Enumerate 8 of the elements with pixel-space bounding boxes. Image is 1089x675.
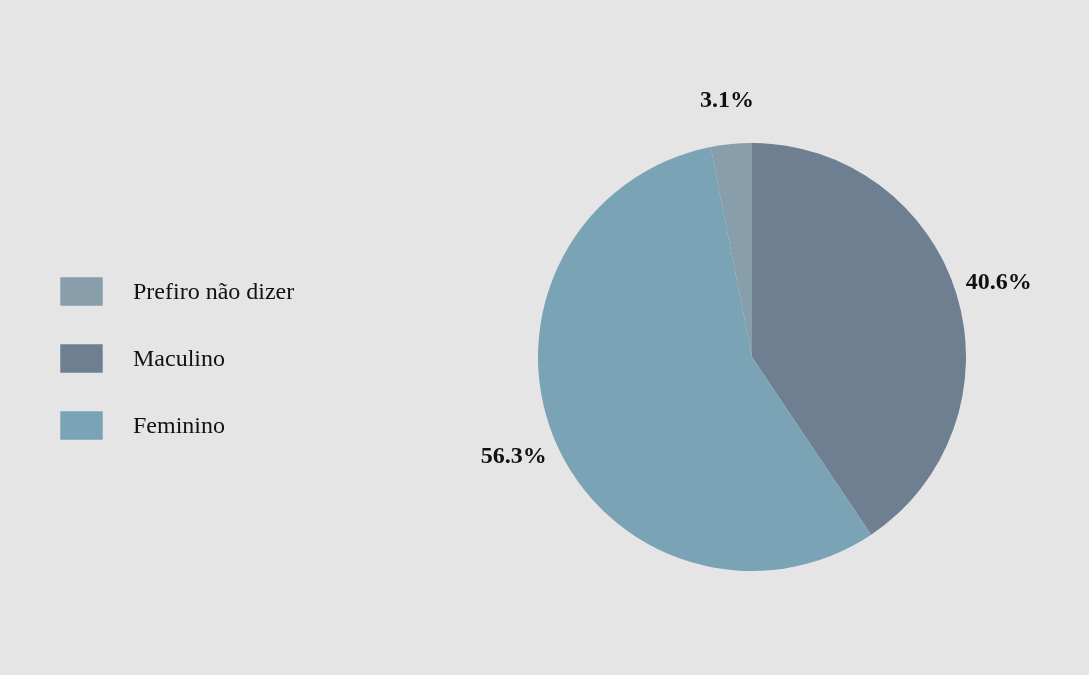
data-label: 56.3%	[480, 441, 547, 468]
data-label: 3.1%	[699, 86, 754, 113]
pie-slice	[752, 143, 966, 535]
legend-label: Maculino	[133, 344, 225, 371]
legend-label: Prefiro não dizer	[133, 277, 295, 304]
data-label: 40.6%	[965, 267, 1032, 294]
legend-label: Feminino	[133, 411, 226, 438]
pie-slice	[710, 143, 752, 357]
